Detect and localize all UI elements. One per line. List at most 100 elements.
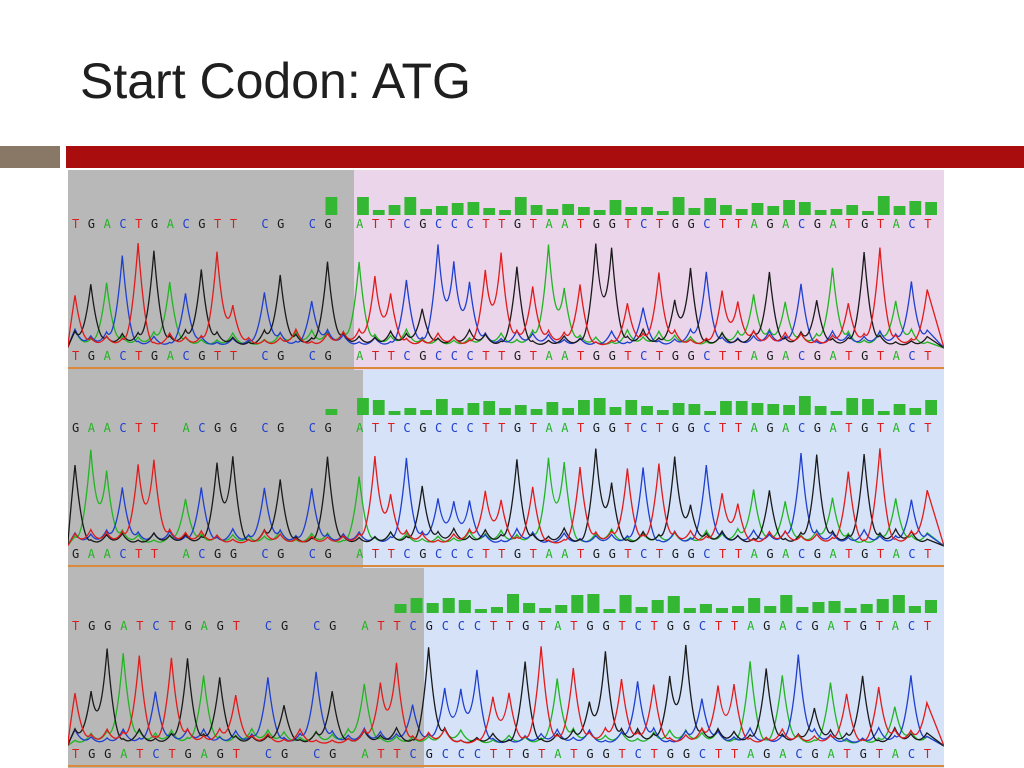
base-call-bottom: A <box>830 547 838 561</box>
base-call-bottom: C <box>119 349 126 363</box>
base-call-top: G <box>325 421 332 435</box>
quality-bar <box>767 404 780 415</box>
quality-bar <box>667 596 680 613</box>
base-call-bottom: G <box>185 747 192 761</box>
base-call-bottom: A <box>356 349 364 363</box>
quality-bar <box>562 408 575 415</box>
base-call-top: T <box>845 217 852 231</box>
base-call-top: T <box>135 421 142 435</box>
base-call-bottom: C <box>442 747 449 761</box>
base-call-top: G <box>593 217 600 231</box>
base-call-bottom: A <box>782 547 790 561</box>
base-call-bottom: A <box>561 349 569 363</box>
base-call-bottom: G <box>277 547 284 561</box>
base-call-top: G <box>667 619 674 633</box>
base-call-bottom: A <box>167 349 175 363</box>
base-call-bottom: G <box>683 747 690 761</box>
base-call-bottom: C <box>309 547 316 561</box>
quality-bar <box>578 207 590 215</box>
base-call-top: C <box>313 619 320 633</box>
quality-bar <box>715 608 729 613</box>
quality-bar <box>357 197 369 215</box>
base-call-bottom: G <box>687 547 694 561</box>
base-call-top: T <box>876 619 883 633</box>
base-call-top: G <box>277 217 284 231</box>
base-call-bottom: G <box>609 547 616 561</box>
base-call-top: G <box>419 217 426 231</box>
base-call-bottom: G <box>593 547 600 561</box>
quality-bar <box>625 207 638 215</box>
base-call-bottom: T <box>845 547 852 561</box>
quality-bar <box>546 209 559 215</box>
base-call-top: C <box>182 217 189 231</box>
quality-bar <box>796 607 809 613</box>
quality-bar <box>720 205 732 215</box>
base-call-bottom: G <box>814 349 821 363</box>
base-call-top: T <box>719 217 726 231</box>
base-call-bottom: T <box>482 547 489 561</box>
quality-bar <box>609 407 622 415</box>
quality-bar <box>925 400 937 415</box>
base-call-bottom: G <box>593 349 600 363</box>
base-call-top: T <box>498 217 505 231</box>
trace-curve-T <box>68 243 944 349</box>
base-call-bottom: G <box>766 547 773 561</box>
base-call-top: A <box>167 217 175 231</box>
quality-bar <box>530 409 543 415</box>
quality-bar <box>593 398 606 415</box>
base-call-top: G <box>217 619 224 633</box>
base-call-bottom: T <box>72 349 79 363</box>
quality-bar <box>828 601 841 613</box>
quality-bar <box>420 209 432 215</box>
base-call-top: A <box>782 421 790 435</box>
base-call-bottom: G <box>325 349 332 363</box>
base-call-bottom: C <box>313 747 320 761</box>
base-call-top: G <box>230 421 237 435</box>
quality-bar <box>909 408 922 415</box>
quality-bar <box>924 600 937 613</box>
base-call-top: T <box>877 217 884 231</box>
quality-bar <box>571 595 584 613</box>
base-call-top: A <box>361 619 369 633</box>
base-call-bottom: G <box>230 547 237 561</box>
base-call-top: G <box>185 619 192 633</box>
base-call-bottom: C <box>451 349 458 363</box>
quality-bar <box>587 594 600 613</box>
base-call-top: G <box>814 217 821 231</box>
base-call-top: T <box>482 217 489 231</box>
base-call-bottom: A <box>561 547 569 561</box>
base-call-top: C <box>265 619 272 633</box>
base-call-bottom: C <box>261 349 268 363</box>
base-call-bottom: T <box>388 547 395 561</box>
quality-bar <box>641 207 653 215</box>
quality-bar <box>467 403 480 415</box>
base-call-bottom: T <box>214 349 221 363</box>
base-call-bottom: G <box>277 349 284 363</box>
base-call-top: A <box>561 421 569 435</box>
base-call-top: G <box>609 217 616 231</box>
base-call-bottom: C <box>435 547 442 561</box>
base-call-bottom: T <box>577 547 584 561</box>
base-call-top: C <box>309 421 316 435</box>
base-call-top: C <box>908 217 915 231</box>
quality-bar <box>325 409 338 415</box>
quality-bar <box>862 211 874 215</box>
base-call-top: G <box>683 619 690 633</box>
quality-bar <box>751 203 764 215</box>
base-call-bottom: G <box>325 547 332 561</box>
base-call-bottom: C <box>798 349 805 363</box>
base-call-top: G <box>277 421 284 435</box>
base-call-top: T <box>844 619 851 633</box>
base-call-top: T <box>530 421 537 435</box>
base-call-top: A <box>554 619 562 633</box>
base-call-top: G <box>861 217 868 231</box>
quality-bar <box>420 410 432 415</box>
base-call-top: A <box>120 619 128 633</box>
base-call-bottom: T <box>619 747 626 761</box>
base-call-top: T <box>135 217 142 231</box>
quality-bar <box>876 599 889 613</box>
base-call-top: A <box>830 421 838 435</box>
base-call-top: A <box>747 619 755 633</box>
base-call-bottom: T <box>135 547 142 561</box>
